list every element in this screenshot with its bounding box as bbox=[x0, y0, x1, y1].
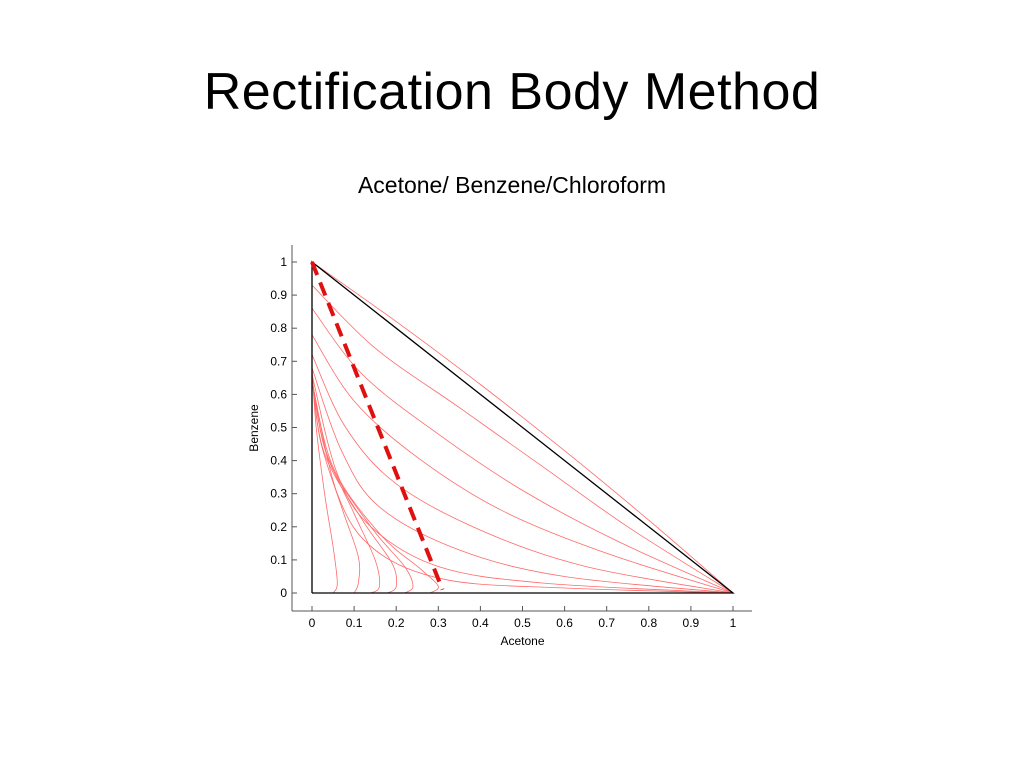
triangle-boundary bbox=[311, 260, 735, 594]
y-tick-label: 0.8 bbox=[270, 321, 287, 335]
residue-curve bbox=[311, 374, 734, 594]
residue-curve bbox=[311, 381, 734, 594]
y-tick-label: 0.6 bbox=[270, 387, 287, 401]
x-tick-label: 0.8 bbox=[640, 616, 657, 630]
x-tick-label: 0.3 bbox=[430, 616, 447, 630]
x-tick-label: 0.1 bbox=[346, 616, 363, 630]
x-tick-label: 0.6 bbox=[556, 616, 573, 630]
y-tick-label: 0.9 bbox=[270, 288, 287, 302]
residue-curve bbox=[311, 367, 338, 594]
residue-curve bbox=[311, 381, 439, 594]
residue-curve bbox=[311, 381, 398, 594]
x-tick-label: 1 bbox=[730, 616, 737, 630]
residue-curve bbox=[311, 284, 734, 594]
residue-curve bbox=[311, 377, 381, 594]
x-tick-label: 0.4 bbox=[472, 616, 489, 630]
y-tick-label: 1 bbox=[280, 255, 287, 269]
y-tick-label: 0.1 bbox=[270, 553, 287, 567]
rectification-boundary bbox=[310, 261, 445, 591]
y-tick-label: 0.7 bbox=[270, 354, 287, 368]
slide-title: Rectification Body Method bbox=[203, 63, 821, 121]
residue-curve bbox=[311, 261, 734, 594]
chart-title: Acetone/ Benzene/Chloroform bbox=[357, 172, 667, 198]
x-tick-label: 0.9 bbox=[683, 616, 700, 630]
residue-curves bbox=[311, 261, 734, 594]
x-tick-label: 0 bbox=[309, 616, 316, 630]
x-tick-label: 0.2 bbox=[388, 616, 405, 630]
x-tick-label: 0.5 bbox=[514, 616, 531, 630]
y-axis-title: Benzene bbox=[247, 404, 261, 452]
x-ticks: 0 0.1 0.2 0.3 0.4 0.5 0.6 0.7 0.8 0.9 1 bbox=[309, 606, 737, 630]
rectification-boundary-line bbox=[310, 261, 445, 591]
x-tick-label: 0.7 bbox=[598, 616, 615, 630]
y-tick-label: 0.4 bbox=[270, 454, 287, 468]
x-axis-title: Acetone bbox=[500, 634, 544, 648]
y-tick-label: 0.5 bbox=[270, 421, 287, 435]
residue-curve bbox=[311, 334, 734, 594]
y-tick-label: 0 bbox=[280, 586, 287, 600]
triangle-edges bbox=[311, 260, 735, 594]
y-ticks: 0 0.1 0.2 0.3 0.4 0.5 0.6 0.7 0.8 0.9 1 bbox=[270, 255, 297, 600]
residue-curve bbox=[311, 308, 734, 594]
residue-curve bbox=[311, 374, 361, 594]
y-tick-label: 0.2 bbox=[270, 520, 287, 534]
residue-curve bbox=[311, 354, 734, 594]
y-tick-label: 0.3 bbox=[270, 487, 287, 501]
residue-curve bbox=[311, 367, 734, 594]
